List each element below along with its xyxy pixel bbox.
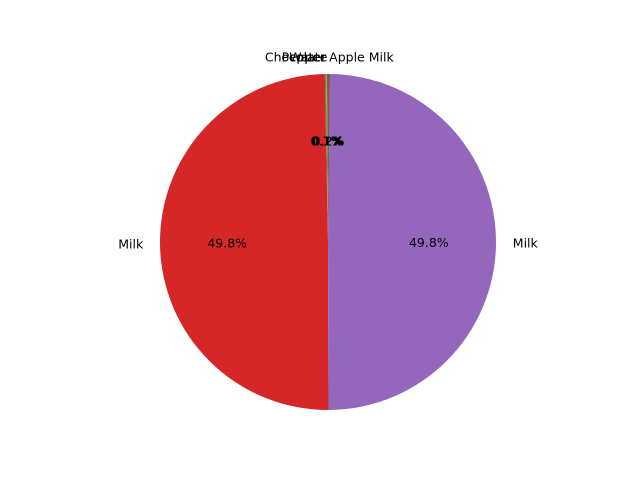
slice-label-2: Pepper <box>282 50 326 65</box>
slice-pct-label-3: 49.8% <box>207 236 247 251</box>
slice-label-1: Water <box>289 50 327 65</box>
pie-slice-5 <box>328 74 331 242</box>
slice-pct-label-4: 49.8% <box>409 235 449 250</box>
pie-slice-1 <box>325 74 328 242</box>
pie-slices <box>159 74 497 411</box>
slice-pct-label-5: 0.2% <box>313 134 345 149</box>
pie-slice-0 <box>326 74 328 242</box>
slice-pct-label-0: 0.1% <box>312 134 344 149</box>
pie-slice-3 <box>159 74 329 411</box>
pie-slice-2 <box>324 74 328 242</box>
pie-slice-4 <box>328 74 497 410</box>
slice-label-5: Apple Milk <box>329 50 394 65</box>
slice-label-4: Milk <box>513 235 539 250</box>
slice-label-0: Chocolate <box>265 50 328 65</box>
slice-pct-label-2: 0.1% <box>311 134 343 149</box>
slice-pct-label-1: 0.1% <box>311 134 343 149</box>
slice-label-3: Milk <box>118 237 144 252</box>
